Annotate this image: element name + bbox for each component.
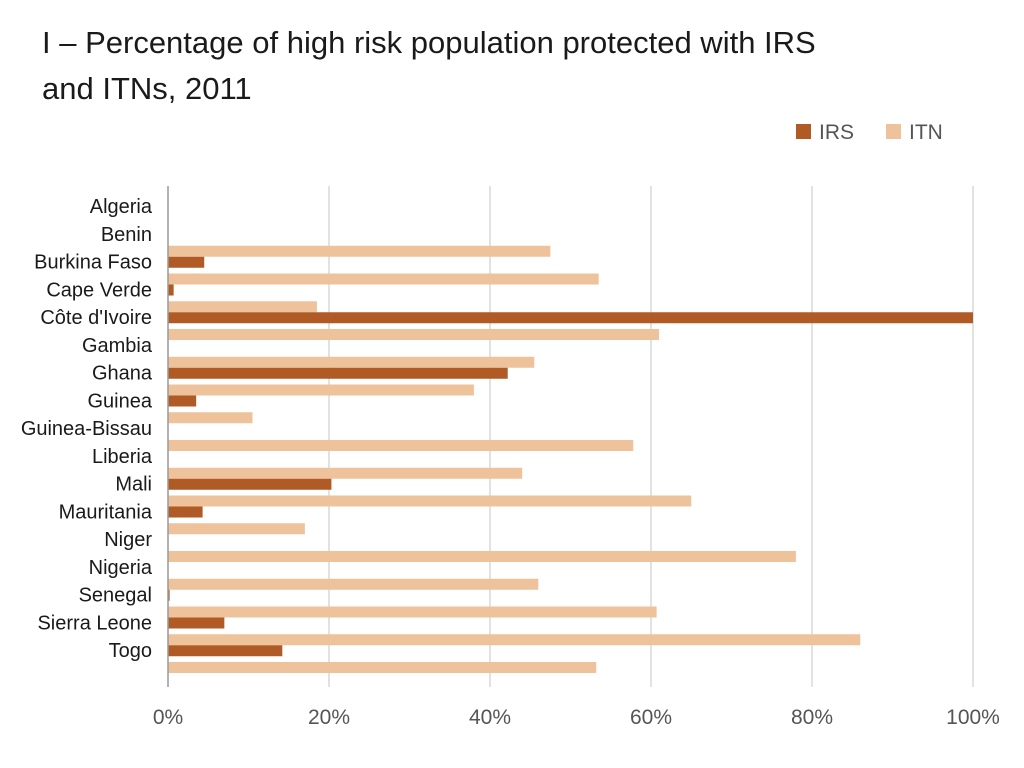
- category-label-senegal: Senegal: [79, 585, 152, 607]
- category-label-sierra-leone: Sierra Leone: [37, 612, 152, 634]
- bar-itn-togo: [168, 662, 597, 673]
- bar-irs-cape-verde: [168, 312, 973, 324]
- bar-itn-mauritania: [168, 523, 305, 535]
- bar-itn-guinea-bissau: [168, 440, 634, 451]
- bar-irs-liberia: [168, 478, 332, 490]
- legend-swatch-itn: [886, 124, 901, 139]
- x-tick-label: 0%: [153, 706, 183, 729]
- bar-itn-niger: [168, 551, 796, 562]
- bar-itn-guinea: [168, 412, 253, 424]
- chart-title-line-1: I – Percentage of high risk population p…: [42, 25, 816, 60]
- legend-label-itn: ITN: [909, 121, 943, 144]
- bar-itn-cote-d-ivoire: [168, 329, 660, 340]
- bar-itn-senegal: [168, 606, 657, 618]
- bar-irs-burkina-faso: [168, 284, 174, 296]
- category-label-burkina-faso: Burkina Faso: [34, 252, 152, 274]
- x-tick-label: 40%: [469, 706, 511, 729]
- bar-itn-sierra-leone: [168, 634, 861, 646]
- bar-itn-nigeria: [168, 578, 539, 590]
- category-label-guinea: Guinea: [88, 390, 153, 412]
- chart-title: I – Percentage of high risk population p…: [42, 20, 1002, 112]
- legend-label-irs: IRS: [819, 121, 854, 144]
- category-label-benin: Benin: [101, 224, 152, 246]
- irs-bars: [168, 256, 973, 657]
- category-labels: Algeria Benin Burkina Faso Cape Verde Côte d…: [21, 196, 153, 662]
- bar-itn-burkina-faso: [168, 273, 599, 285]
- category-label-niger: Niger: [104, 529, 152, 551]
- bar-itn-mali: [168, 495, 692, 507]
- category-label-gambia: Gambia: [82, 335, 153, 357]
- x-tick-label: 80%: [791, 706, 833, 729]
- category-label-cape-verde: Cape Verde: [46, 279, 152, 301]
- bar-irs-mali: [168, 506, 203, 518]
- bar-itn-ghana: [168, 384, 474, 396]
- category-label-nigeria: Nigeria: [89, 557, 153, 579]
- category-label-togo: Togo: [109, 640, 152, 662]
- category-label-mauritania: Mauritania: [59, 501, 153, 523]
- x-tick-label: 20%: [308, 706, 350, 729]
- category-label-guinea-bissau: Guinea-Bissau: [21, 418, 152, 440]
- category-label-ghana: Ghana: [92, 363, 153, 385]
- gridlines: [328, 186, 974, 687]
- bar-irs-sierra-leone: [168, 645, 283, 657]
- x-tick-label: 100%: [946, 706, 1000, 729]
- bar-itn-liberia: [168, 467, 523, 479]
- x-tick-labels: 0% 20% 40% 60% 80% 100%: [153, 706, 1000, 729]
- bar-irs-gambia: [168, 367, 508, 379]
- bar-irs-nigeria: [168, 589, 170, 601]
- bar-irs-benin: [168, 256, 205, 268]
- category-label-cote-d-ivoire: Côte d'Ivoire: [40, 307, 152, 329]
- chart-title-line-2: and ITNs, 2011: [42, 71, 252, 106]
- bar-itn-benin: [168, 245, 551, 257]
- legend-swatch-irs: [796, 124, 811, 139]
- bar-irs-senegal: [168, 617, 225, 629]
- bar-itn-cape-verde: [168, 301, 317, 313]
- category-label-mali: Mali: [115, 474, 152, 496]
- category-label-algeria: Algeria: [90, 196, 153, 218]
- legend: IRS ITN: [796, 121, 943, 144]
- itn-bars: [168, 245, 861, 673]
- category-label-liberia: Liberia: [92, 446, 153, 468]
- bar-irs-ghana: [168, 395, 197, 407]
- bar-itn-gambia: [168, 356, 535, 368]
- x-tick-label: 60%: [630, 706, 672, 729]
